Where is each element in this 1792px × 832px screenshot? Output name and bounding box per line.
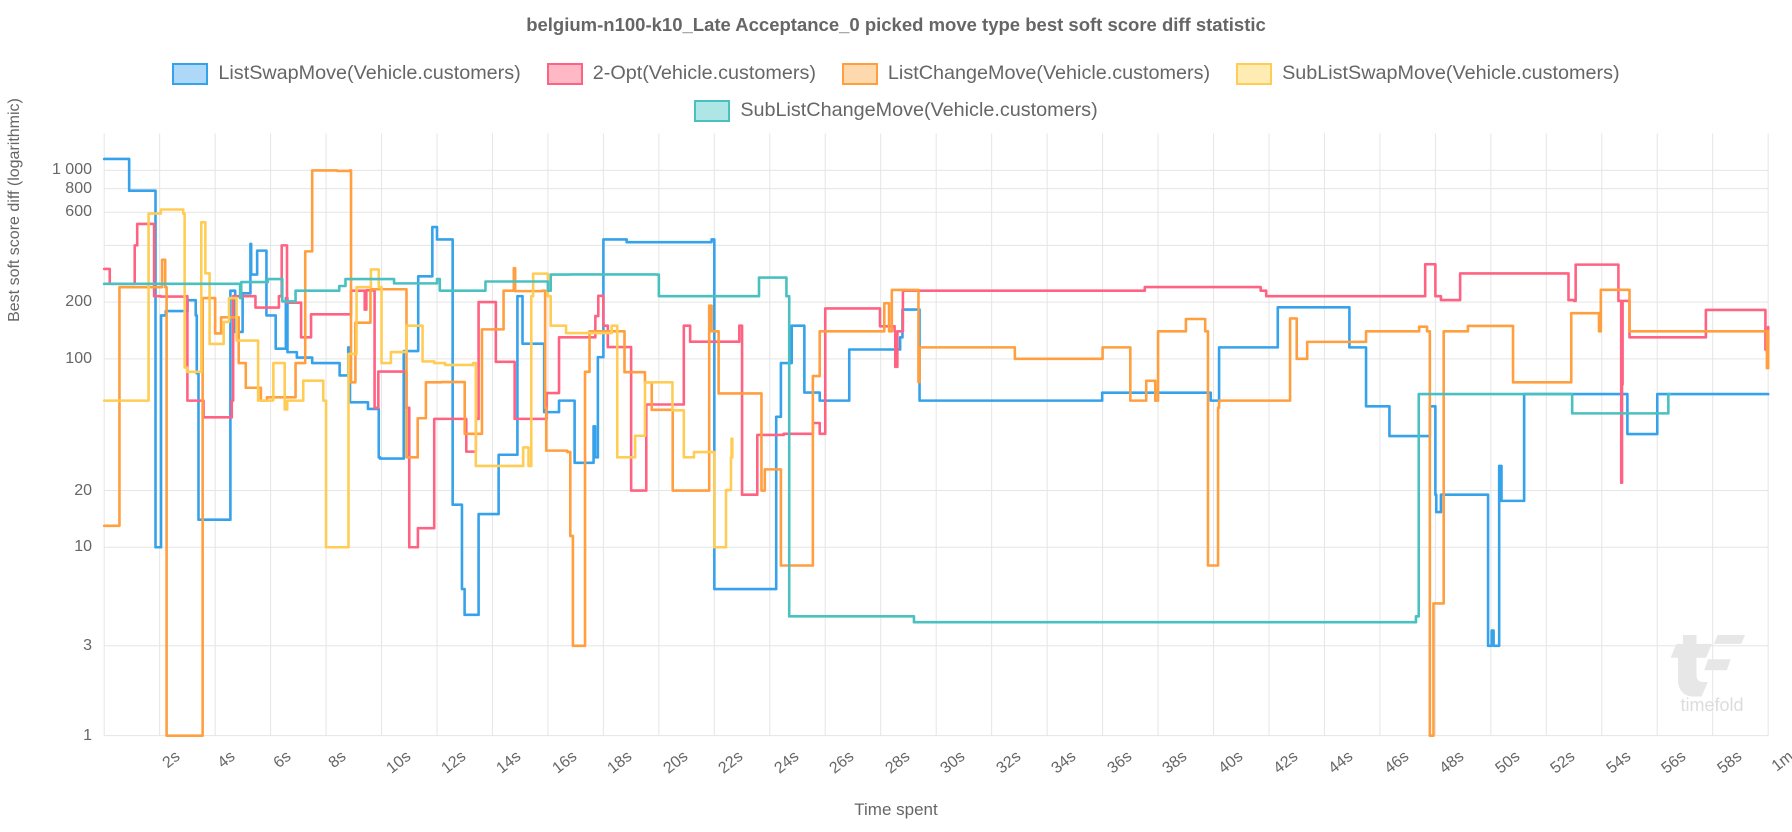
svg-text:timefold: timefold [1680, 695, 1743, 715]
